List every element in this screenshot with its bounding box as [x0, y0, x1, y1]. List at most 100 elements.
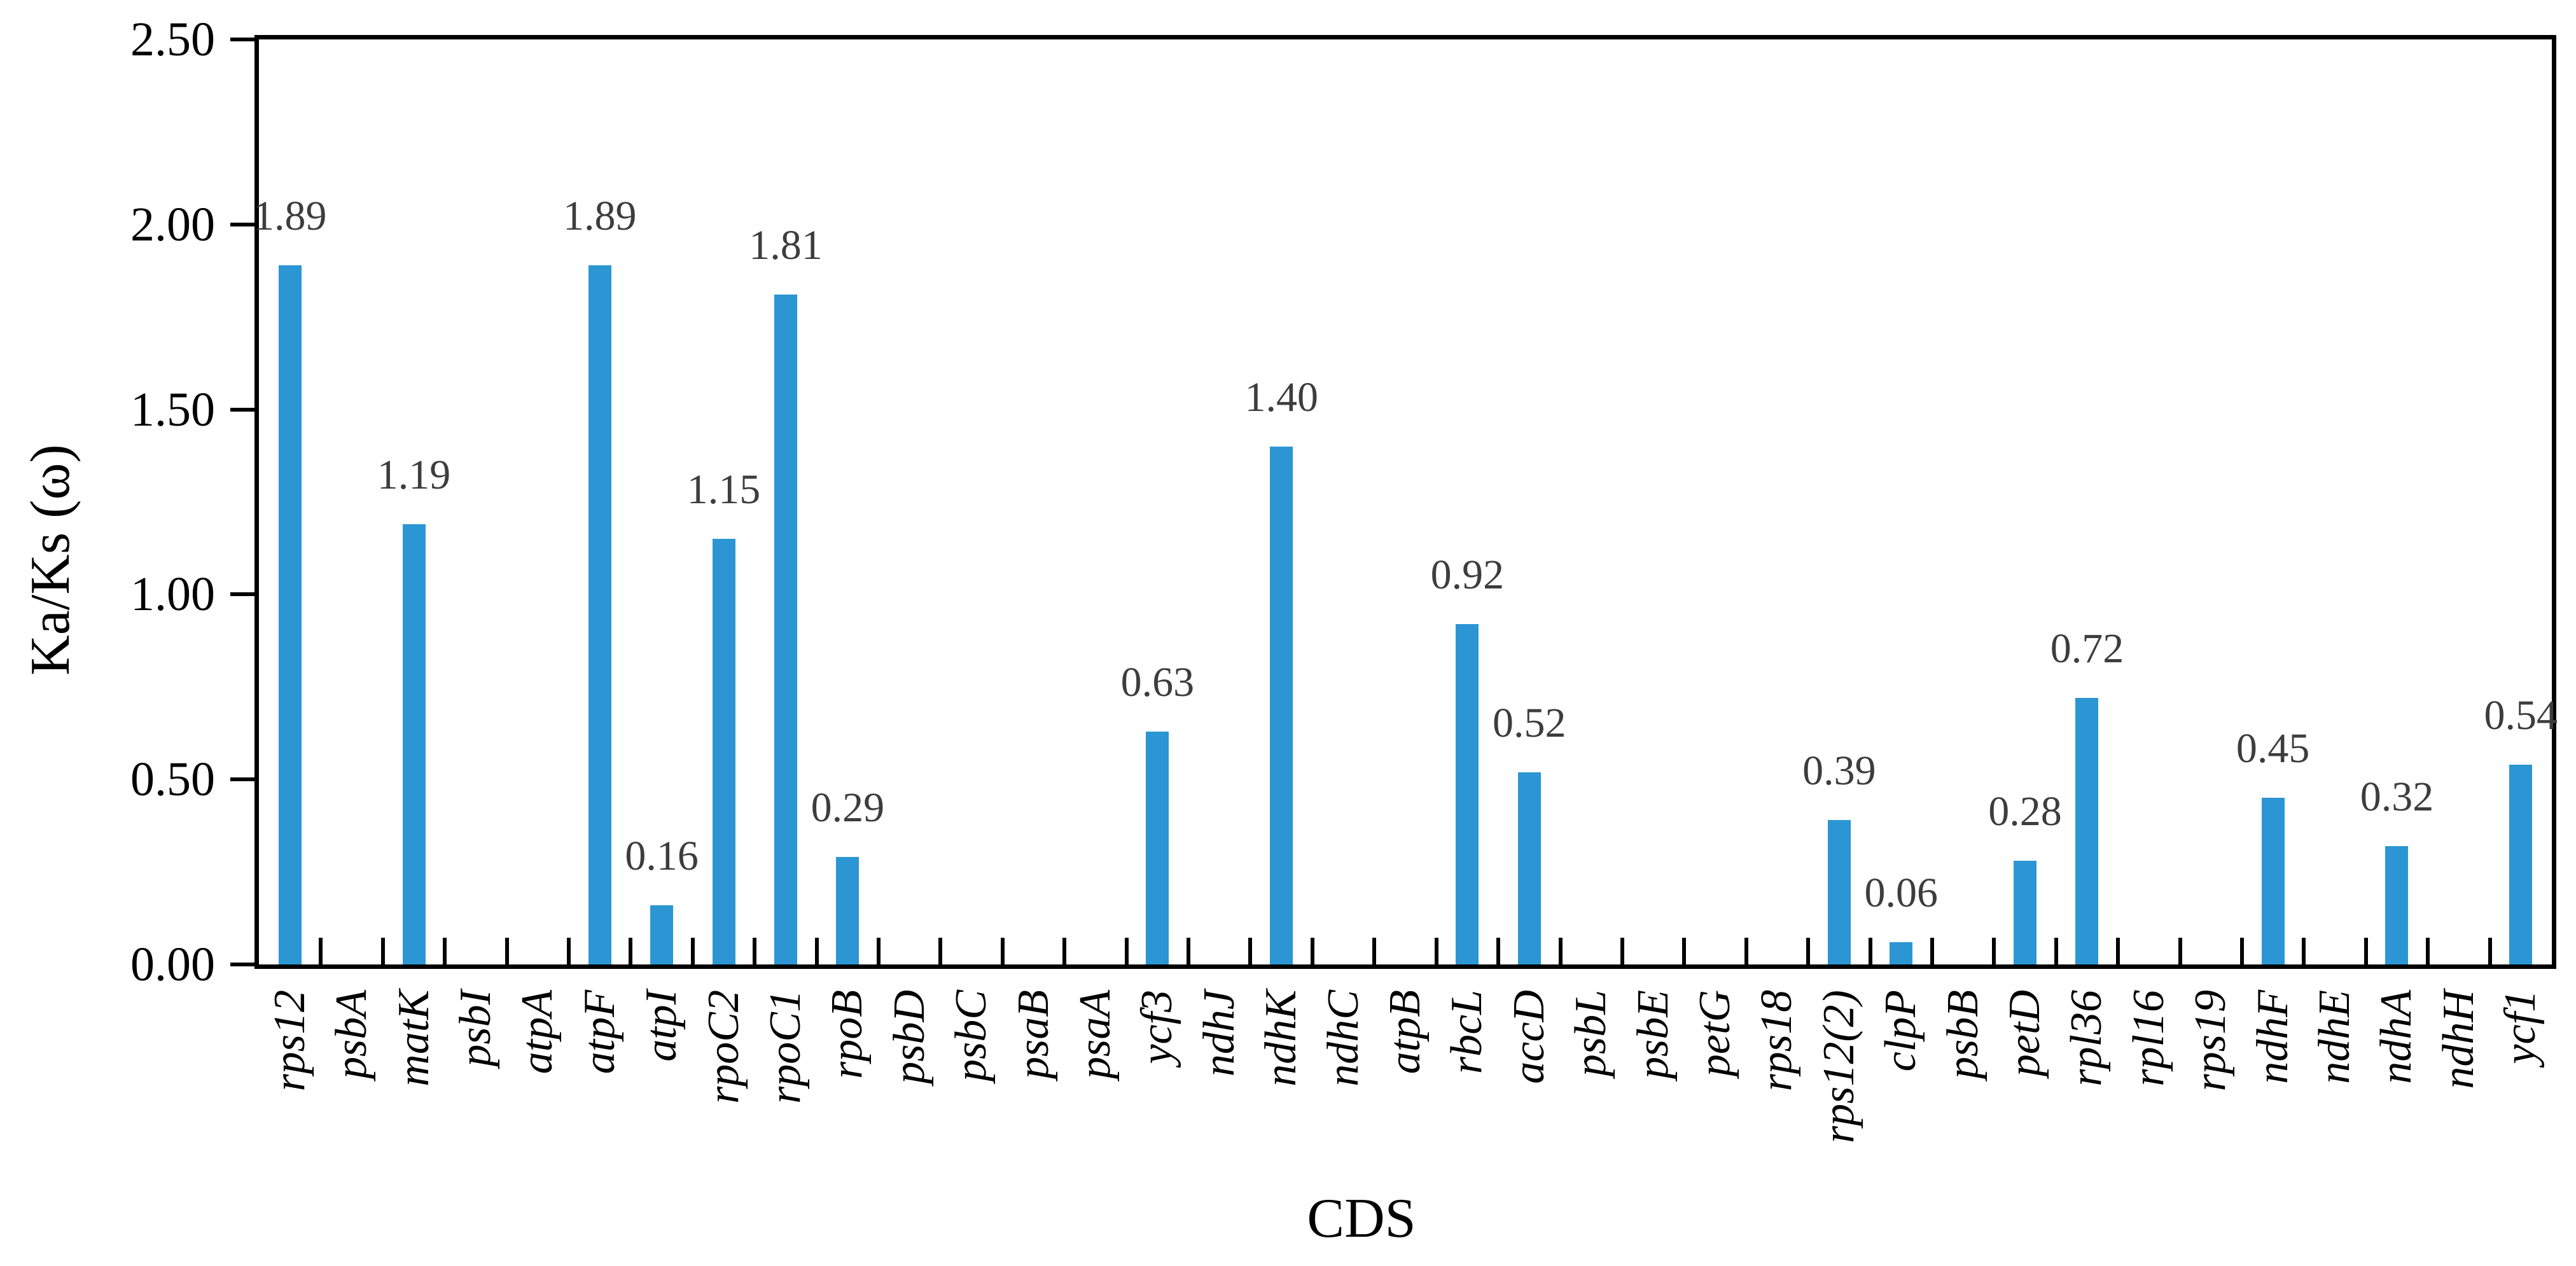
x-axis-tick-label: atpI — [637, 990, 686, 1062]
x-axis-tick-mark — [690, 938, 695, 964]
x-axis-tick-mark — [877, 938, 881, 964]
x-axis-tick-mark — [1187, 938, 1191, 964]
x-axis-tick-mark — [2302, 938, 2306, 964]
x-axis-tick-label: ndhC — [1318, 990, 1368, 1087]
bar — [2075, 698, 2099, 964]
x-axis-tick-mark — [938, 938, 943, 964]
bar-value-label: 1.89 — [562, 192, 637, 239]
x-axis-tick-label: rps19 — [2186, 990, 2236, 1092]
x-axis-tick-label: petG — [1690, 990, 1740, 1077]
x-axis-tick-label: psbC — [947, 990, 996, 1082]
y-axis-title: Ka/Ks (ω) — [20, 444, 81, 676]
bar-value-label: 0.72 — [2050, 625, 2124, 672]
x-axis-tick-mark — [2054, 938, 2058, 964]
x-axis-tick-mark — [629, 938, 633, 964]
x-axis-tick-mark — [1620, 938, 1624, 964]
x-axis-tick-label: ndhA — [2372, 990, 2421, 1084]
x-axis-tick-mark — [2426, 938, 2430, 964]
y-axis-tick-label: 2.50 — [130, 13, 215, 66]
x-axis-tick-label: psbL — [1566, 990, 1616, 1077]
x-axis-tick-mark — [1682, 938, 1687, 964]
x-axis-tick-mark — [567, 938, 571, 964]
x-axis-tick-mark — [443, 938, 447, 964]
bar — [1456, 623, 1479, 964]
bar-value-label: 1.15 — [686, 466, 761, 513]
x-axis-tick-mark — [2488, 938, 2492, 964]
plot-inner-area: 1.89 1.19 1.89 0.16 1.15 1.81 0.29 0.63 1.40 0.92… — [253, 39, 2558, 964]
bar — [1890, 942, 1913, 964]
bar-value-label: 1.89 — [253, 192, 327, 239]
x-axis-tick-label: psbD — [884, 990, 934, 1084]
x-axis-tick-label: atpA — [513, 990, 562, 1075]
bar-value-label: 0.28 — [1988, 788, 2062, 835]
x-axis-tick-mark — [1806, 938, 1811, 964]
y-axis-tick-label: 0.50 — [130, 753, 215, 807]
bar-value-label: 0.32 — [2360, 773, 2434, 820]
x-axis-tick-mark — [1124, 938, 1129, 964]
x-axis-title: CDS — [1307, 1188, 1416, 1249]
x-axis-tick-label: psaB — [1008, 990, 1058, 1079]
x-axis-tick-label: ndhF — [2248, 990, 2297, 1084]
x-axis-tick-label: psbE — [1628, 990, 1678, 1079]
x-axis-tick-mark — [1310, 938, 1314, 964]
y-axis-tick-label: 2.00 — [130, 197, 215, 251]
x-axis-tick-mark — [1558, 938, 1563, 964]
bar-value-label: 0.16 — [625, 832, 699, 879]
x-axis-tick-mark — [380, 938, 385, 964]
bar-value-label: 0.92 — [1430, 551, 1505, 598]
bar — [1270, 446, 1293, 964]
x-axis-tick-mark — [1930, 938, 1934, 964]
x-axis-tick-label: ycf1 — [2496, 990, 2545, 1064]
x-axis-tick-mark — [319, 938, 323, 964]
x-axis-tick-label: psaA — [1070, 990, 1120, 1079]
x-axis-tick-label: rpl36 — [2062, 990, 2112, 1087]
bar — [1146, 731, 1169, 964]
x-axis-tick-label: ndhJ — [1194, 990, 1244, 1077]
x-axis-tick-mark — [1248, 938, 1253, 964]
plot-area: 1.89 1.19 1.89 0.16 1.15 1.81 0.29 0.63 1.40 0.92… — [253, 35, 2558, 969]
x-axis-tick-label: ndhE — [2310, 990, 2360, 1084]
x-axis-tick-label: rpoB — [823, 990, 872, 1079]
x-axis-tick-mark — [1000, 938, 1005, 964]
bar — [1827, 820, 1851, 964]
x-axis-tick-mark — [505, 938, 509, 964]
bar-value-label: 1.19 — [377, 451, 451, 498]
x-axis-tick-label: rps18 — [1752, 990, 1802, 1092]
x-axis-tick-label: rps12 — [265, 990, 314, 1092]
x-axis-tick-label: rpoC2 — [699, 990, 748, 1104]
x-axis-tick-mark — [1062, 938, 1067, 964]
x-axis-tick-mark — [814, 938, 819, 964]
x-axis-tick-mark — [1868, 938, 1872, 964]
y-axis-tick-mark — [230, 222, 254, 226]
bar-value-label: 0.54 — [2484, 692, 2558, 739]
bar-value-label: 0.63 — [1120, 658, 1195, 706]
x-axis-tick-mark — [1434, 938, 1438, 964]
x-axis-tick-label: rbcL — [1442, 990, 1492, 1075]
x-axis-tick-label: rps12(2) — [1814, 990, 1863, 1144]
bar — [402, 524, 426, 964]
x-axis-tick-label: psbA — [327, 990, 377, 1079]
x-axis-tick-mark — [2116, 938, 2120, 964]
x-axis-tick-label: psbB — [1938, 990, 1988, 1079]
x-axis-tick-mark — [1372, 938, 1377, 964]
x-axis-tick-label: clpP — [1876, 990, 1926, 1072]
y-axis-tick-mark — [230, 777, 254, 782]
x-axis-tick-label: rpl16 — [2124, 990, 2173, 1087]
bar — [712, 539, 735, 964]
bar-value-label: 0.52 — [1493, 699, 1566, 746]
bar-value-label: 0.29 — [811, 784, 885, 831]
x-axis-tick-mark — [1496, 938, 1501, 964]
bar — [774, 295, 797, 964]
y-axis-tick-label: 1.00 — [130, 567, 215, 622]
bar — [650, 905, 674, 964]
bar-value-label: 0.06 — [1864, 870, 1938, 917]
bar — [588, 265, 611, 964]
bar-value-label: 0.45 — [2236, 725, 2310, 772]
bar — [2509, 764, 2533, 964]
x-axis-tick-label: petD — [2000, 990, 2050, 1077]
x-axis-tick-label: psbI — [450, 990, 500, 1067]
x-axis-tick-mark — [1744, 938, 1748, 964]
bar — [836, 857, 860, 964]
y-axis-tick-label: 0.00 — [130, 938, 215, 991]
